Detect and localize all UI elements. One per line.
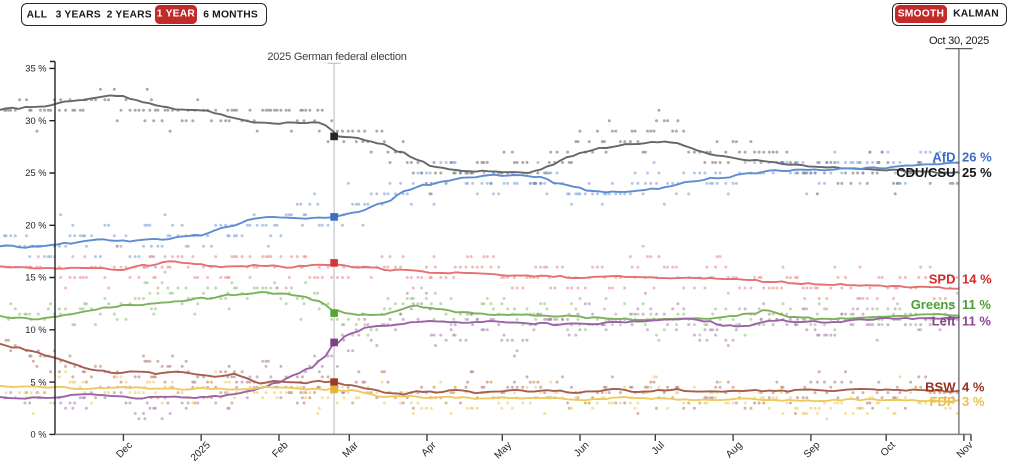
svg-text:2025: 2025 xyxy=(189,440,213,464)
svg-text:Feb: Feb xyxy=(270,440,290,460)
svg-text:11 %: 11 % xyxy=(962,313,991,328)
svg-text:30 %: 30 % xyxy=(25,116,46,126)
svg-text:Mar: Mar xyxy=(341,440,362,461)
svg-text:Nov: Nov xyxy=(955,439,976,460)
svg-text:35 %: 35 % xyxy=(25,64,46,74)
svg-text:11 %: 11 % xyxy=(962,297,991,312)
svg-text:20 %: 20 % xyxy=(25,221,46,231)
svg-text:Apr: Apr xyxy=(420,440,439,459)
svg-text:AfD: AfD xyxy=(932,150,955,165)
svg-text:15 %: 15 % xyxy=(25,273,46,283)
svg-text:Greens: Greens xyxy=(911,297,956,312)
svg-text:FDP: FDP xyxy=(930,394,956,409)
svg-text:Dec: Dec xyxy=(114,440,135,461)
svg-text:5 %: 5 % xyxy=(30,377,46,387)
svg-text:Left: Left xyxy=(932,313,957,328)
svg-text:CDU/CSU: CDU/CSU xyxy=(896,165,955,180)
svg-text:BSW: BSW xyxy=(925,380,956,395)
svg-text:Jul: Jul xyxy=(650,440,667,457)
svg-text:Aug: Aug xyxy=(724,440,745,461)
svg-text:Jun: Jun xyxy=(572,440,591,459)
svg-text:Oct 30, 2025: Oct 30, 2025 xyxy=(929,35,989,47)
svg-text:3 %: 3 % xyxy=(962,394,985,409)
svg-text:Sep: Sep xyxy=(802,440,823,461)
svg-text:26 %: 26 % xyxy=(962,150,992,165)
svg-text:25 %: 25 % xyxy=(25,168,46,178)
svg-text:10 %: 10 % xyxy=(25,325,46,335)
svg-text:25 %: 25 % xyxy=(962,165,992,180)
svg-text:Oct: Oct xyxy=(879,440,898,459)
svg-text:May: May xyxy=(493,439,515,461)
svg-text:SPD: SPD xyxy=(929,272,956,287)
svg-text:14 %: 14 % xyxy=(962,272,992,287)
svg-text:2025 German federal election: 2025 German federal election xyxy=(267,51,406,63)
svg-text:4 %: 4 % xyxy=(962,380,985,395)
svg-text:0 %: 0 % xyxy=(30,430,46,440)
